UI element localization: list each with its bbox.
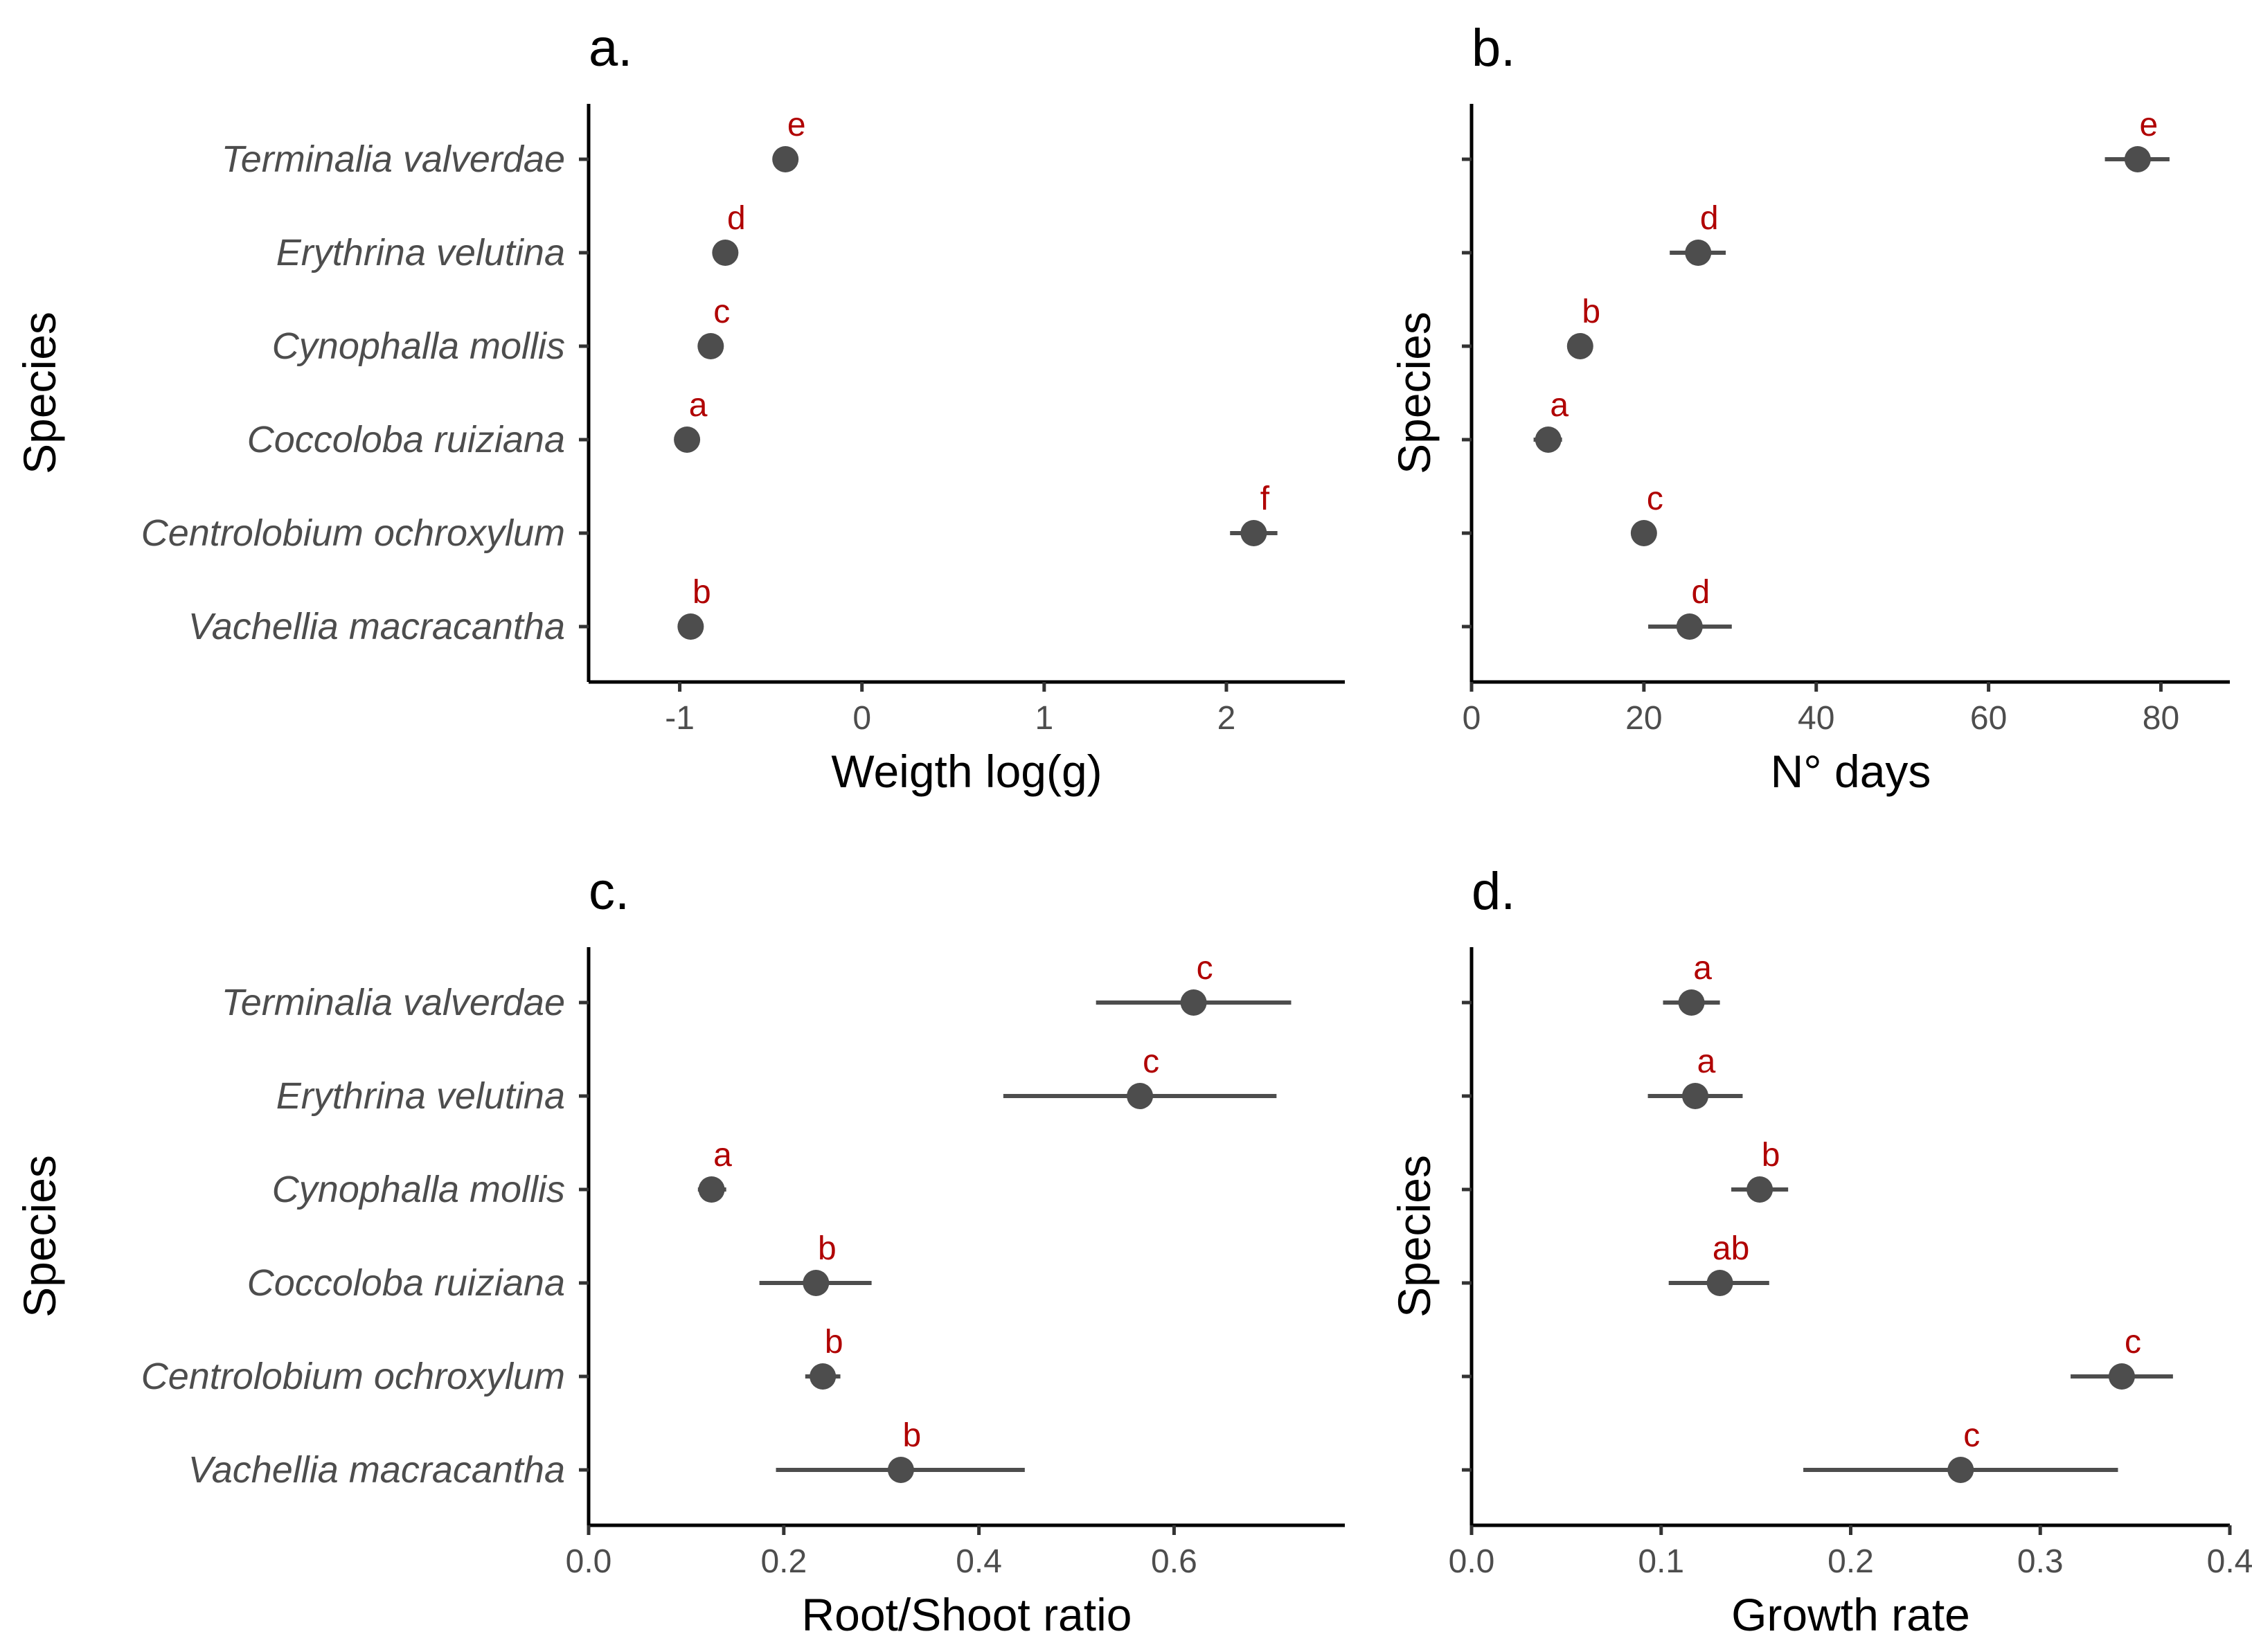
- data-point: [1566, 333, 1593, 359]
- data-point: [1240, 520, 1267, 546]
- data-point: [677, 613, 704, 640]
- significance-letter: b: [825, 1324, 843, 1361]
- data-point: [803, 1270, 830, 1296]
- data-point: [1947, 1457, 1974, 1483]
- species-label: Centrolobium ochroxylum: [141, 512, 565, 554]
- y-axis-title: Species: [1388, 1155, 1440, 1318]
- x-tick-label: 0.6: [1151, 1543, 1197, 1580]
- data-point: [712, 240, 739, 266]
- species-label: Vachellia macracantha: [188, 1449, 565, 1491]
- data-point: [697, 333, 724, 359]
- data-point: [772, 146, 799, 172]
- significance-letter: c: [713, 294, 730, 330]
- significance-letter: e: [787, 107, 806, 143]
- species-label: Cynophalla mollis: [272, 325, 565, 367]
- y-axis-title: Species: [1388, 312, 1440, 474]
- data-point: [1127, 1083, 1154, 1109]
- data-point: [2108, 1363, 2135, 1390]
- x-tick-label: 0: [852, 700, 871, 737]
- significance-letter: c: [2125, 1324, 2141, 1361]
- significance-letter: b: [1762, 1137, 1780, 1174]
- species-label: Terminalia valverdae: [222, 982, 565, 1023]
- significance-letter: c: [1963, 1417, 1980, 1454]
- significance-letter: a: [1550, 387, 1569, 424]
- significance-letter: d: [1700, 200, 1719, 237]
- x-axis-title: Weigth log(g): [831, 746, 1102, 797]
- data-point: [1630, 520, 1657, 546]
- data-point: [1678, 989, 1705, 1016]
- x-tick-label: 0.0: [1449, 1543, 1495, 1580]
- panel-label: c.: [589, 862, 629, 921]
- data-point: [810, 1363, 837, 1390]
- x-tick-label: 0.2: [760, 1543, 807, 1580]
- data-point: [1180, 989, 1207, 1016]
- significance-letter: c: [1143, 1043, 1159, 1080]
- significance-letter: a: [689, 387, 708, 424]
- significance-letter: d: [1691, 574, 1710, 611]
- significance-letter: b: [818, 1230, 837, 1267]
- x-tick-label: -1: [665, 700, 695, 737]
- species-label: Erythrina velutina: [276, 1075, 565, 1117]
- data-point: [698, 1176, 725, 1203]
- significance-letter: c: [1647, 481, 1663, 517]
- significance-letter: b: [692, 574, 711, 611]
- x-tick-label: 0: [1463, 700, 1481, 737]
- panel-label: b.: [1472, 19, 1515, 78]
- x-tick-label: 0.1: [1638, 1543, 1684, 1580]
- x-tick-label: 0.4: [956, 1543, 1002, 1580]
- x-tick-label: 0.0: [566, 1543, 612, 1580]
- significance-letter: a: [1697, 1043, 1716, 1080]
- x-tick-label: 40: [1798, 700, 1834, 737]
- x-tick-label: 0.3: [2017, 1543, 2064, 1580]
- data-point: [2124, 146, 2151, 172]
- x-tick-label: 60: [1970, 700, 2007, 737]
- species-label: Terminalia valverdae: [222, 138, 565, 180]
- significance-letter: b: [1582, 294, 1600, 330]
- significance-letter: a: [1693, 950, 1712, 987]
- data-point: [1682, 1083, 1709, 1109]
- significance-letter: e: [2140, 107, 2159, 143]
- species-label: Erythrina velutina: [276, 232, 565, 273]
- data-point: [1685, 240, 1712, 266]
- x-axis-title: Root/Shoot ratio: [802, 1589, 1132, 1640]
- data-point: [1746, 1176, 1773, 1203]
- species-label: Vachellia macracantha: [188, 606, 565, 647]
- data-point: [1706, 1270, 1733, 1296]
- data-point: [674, 427, 701, 453]
- y-axis-title: Species: [14, 312, 65, 474]
- species-label: Centrolobium ochroxylum: [141, 1356, 565, 1397]
- significance-letter: a: [713, 1137, 732, 1174]
- significance-letter: ab: [1713, 1230, 1749, 1267]
- significance-letter: c: [1197, 950, 1213, 987]
- y-axis-title: Species: [14, 1155, 65, 1318]
- x-tick-label: 0.4: [2207, 1543, 2252, 1580]
- x-tick-label: 1: [1035, 700, 1053, 737]
- x-tick-label: 0.2: [1827, 1543, 1874, 1580]
- significance-letter: f: [1260, 481, 1270, 517]
- species-label: Cynophalla mollis: [272, 1169, 565, 1210]
- panel-label: a.: [589, 19, 632, 78]
- x-axis-title: N° days: [1771, 746, 1931, 797]
- significance-letter: d: [727, 200, 746, 237]
- data-point: [1535, 427, 1562, 453]
- panel-label: d.: [1472, 862, 1515, 921]
- x-tick-label: 20: [1625, 700, 1662, 737]
- species-label: Coccoloba ruiziana: [247, 419, 565, 460]
- data-point: [1676, 613, 1703, 640]
- significance-letter: b: [903, 1417, 922, 1454]
- x-axis-title: Growth rate: [1731, 1589, 1970, 1640]
- x-tick-label: 2: [1217, 700, 1236, 737]
- species-label: Coccoloba ruiziana: [247, 1262, 565, 1304]
- data-point: [887, 1457, 914, 1483]
- x-tick-label: 80: [2143, 700, 2179, 737]
